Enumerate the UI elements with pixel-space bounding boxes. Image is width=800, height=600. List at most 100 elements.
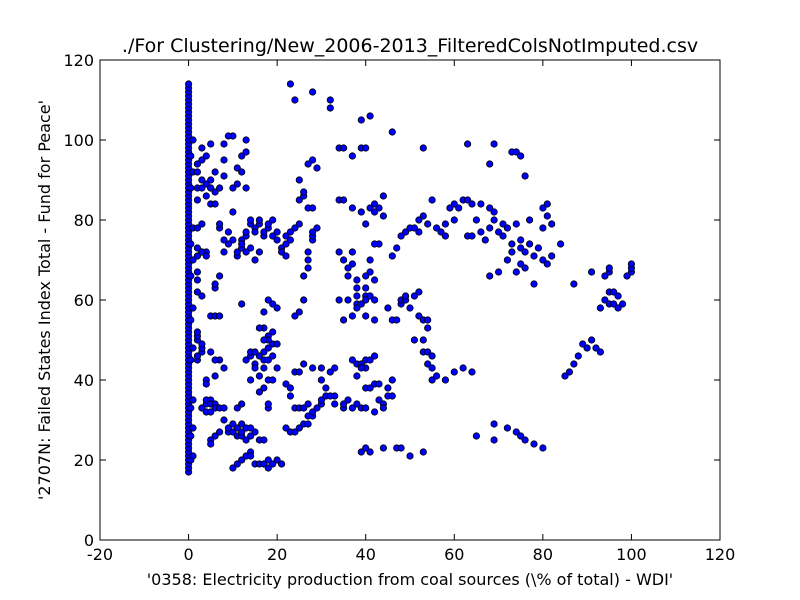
data-point	[193, 252, 201, 260]
data-point	[313, 164, 321, 172]
data-point	[247, 424, 255, 432]
data-point	[397, 444, 405, 452]
data-point	[517, 236, 525, 244]
data-point	[198, 220, 206, 228]
data-point	[415, 288, 423, 296]
data-point	[295, 424, 303, 432]
data-point	[362, 284, 370, 292]
data-point	[264, 296, 272, 304]
data-point	[304, 420, 312, 428]
data-point	[370, 352, 379, 360]
data-point	[379, 404, 387, 412]
data-point	[242, 248, 250, 256]
data-point	[370, 296, 379, 304]
data-point	[357, 116, 365, 124]
data-point	[255, 372, 263, 380]
data-point	[366, 448, 374, 456]
data-point	[187, 316, 195, 324]
data-point	[251, 348, 259, 356]
data-point	[366, 204, 374, 212]
data-point	[193, 288, 201, 296]
data-point	[353, 400, 361, 408]
data-point	[202, 180, 210, 188]
data-point	[490, 208, 498, 216]
data-point	[207, 440, 215, 448]
data-point	[530, 252, 538, 260]
data-point	[260, 308, 268, 316]
data-point	[300, 272, 308, 280]
data-point	[264, 400, 272, 408]
data-point	[211, 280, 219, 288]
data-point	[233, 248, 241, 256]
data-point	[202, 192, 210, 200]
data-point	[286, 236, 294, 244]
data-point	[220, 404, 228, 412]
y-tick-label: 60	[74, 291, 94, 310]
data-point	[207, 140, 215, 148]
data-point	[255, 216, 263, 224]
data-point	[247, 432, 255, 440]
data-point	[295, 176, 303, 184]
data-point	[291, 96, 299, 104]
x-tick-label: 60	[444, 545, 464, 564]
data-point	[610, 300, 618, 308]
data-point	[286, 384, 294, 392]
data-point	[193, 276, 201, 284]
data-point	[561, 372, 569, 380]
data-point	[459, 364, 467, 372]
data-point	[486, 204, 494, 212]
data-point	[437, 228, 445, 236]
data-point	[388, 392, 396, 400]
data-point	[251, 364, 259, 372]
data-point	[313, 404, 321, 412]
data-point	[220, 248, 228, 256]
data-point	[224, 240, 232, 248]
data-point	[614, 292, 622, 300]
data-point	[255, 388, 263, 396]
data-point	[189, 136, 197, 144]
data-point	[508, 240, 516, 248]
data-point	[198, 156, 206, 164]
data-point	[415, 312, 423, 320]
data-point	[517, 432, 525, 440]
data-point	[477, 228, 485, 236]
data-point	[375, 380, 383, 388]
data-point	[308, 88, 317, 96]
data-point	[198, 292, 206, 300]
data-point	[207, 408, 215, 416]
data-point	[211, 372, 219, 380]
data-point	[255, 352, 263, 360]
data-point	[490, 420, 498, 428]
data-point	[273, 364, 281, 372]
data-point	[251, 228, 259, 236]
data-point	[269, 300, 277, 308]
data-point	[242, 184, 250, 192]
data-point	[517, 244, 525, 252]
data-point	[282, 252, 290, 260]
data-point	[357, 364, 365, 372]
data-point	[308, 364, 317, 372]
data-point	[238, 300, 246, 308]
y-tick-label: 120	[63, 51, 94, 70]
data-point	[264, 464, 272, 472]
data-point	[348, 404, 356, 412]
data-point	[238, 420, 246, 428]
data-point	[282, 240, 290, 248]
data-point	[486, 272, 494, 280]
data-point	[233, 164, 241, 172]
data-point	[362, 312, 370, 320]
data-point	[348, 248, 356, 256]
data-point	[220, 416, 228, 424]
data-point	[579, 340, 587, 348]
data-point	[583, 344, 591, 352]
data-point	[472, 432, 480, 440]
data-point	[556, 240, 565, 248]
data-point	[242, 228, 250, 236]
data-point	[370, 208, 379, 216]
data-point	[517, 260, 525, 268]
data-point	[308, 156, 317, 164]
data-point	[397, 232, 405, 240]
data-point	[539, 444, 547, 452]
data-point	[277, 460, 286, 468]
data-point	[494, 268, 503, 276]
